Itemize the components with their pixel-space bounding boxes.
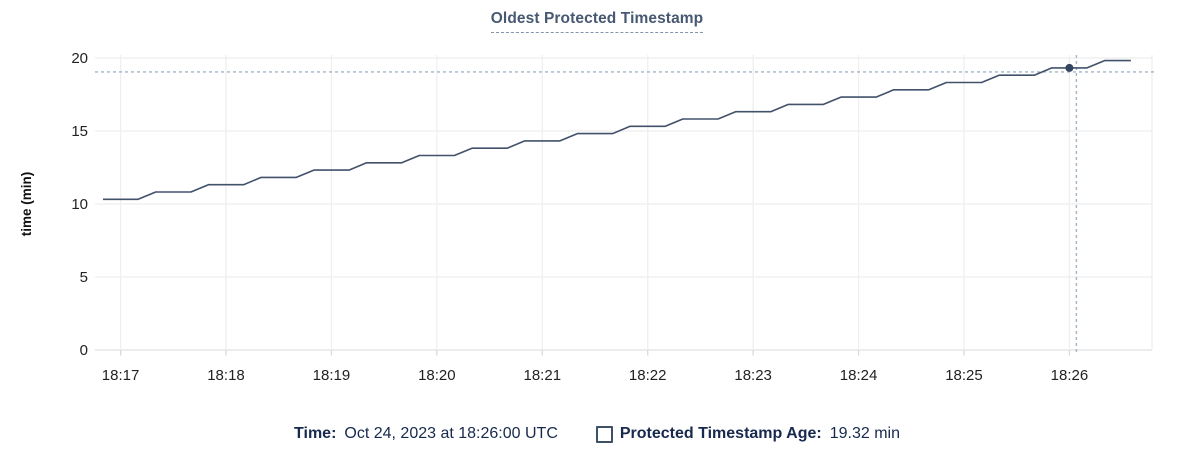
chart-title-row: Oldest Protected Timestamp <box>0 10 1194 33</box>
chart-title[interactable]: Oldest Protected Timestamp <box>490 10 704 33</box>
x-tick-label: 18:20 <box>418 367 456 384</box>
time-value: Oct 24, 2023 at 18:26:00 UTC <box>344 425 558 442</box>
y-tick-label: 10 <box>71 196 88 213</box>
hover-readout-legend: Time: Oct 24, 2023 at 18:26:00 UTC Prote… <box>0 420 1194 448</box>
hover-point <box>1065 63 1074 72</box>
x-tick-label: 18:17 <box>102 367 140 384</box>
series-label: Protected Timestamp Age: <box>619 425 822 442</box>
x-tick-label: 18:25 <box>945 367 983 384</box>
y-tick-label: 20 <box>71 50 88 67</box>
series-value: 19.32 min <box>829 425 900 442</box>
y-tick-label: 5 <box>80 269 88 286</box>
timeseries-chart-canvas[interactable]: 18:17 18:18 18:19 18:20 18:21 18:22 18:23 18:24… <box>0 0 1194 410</box>
x-tick-label: 18:23 <box>734 367 772 384</box>
x-tick-label: 18:22 <box>629 367 667 384</box>
x-tick-label: 18:21 <box>524 367 562 384</box>
x-tick-label: 18:19 <box>313 367 351 384</box>
legend-checkbox-icon[interactable] <box>595 425 613 443</box>
x-tick-label: 18:26 <box>1051 367 1089 384</box>
series-line <box>103 59 1131 201</box>
y-tick-label: 0 <box>80 342 88 359</box>
time-label: Time: <box>294 425 337 442</box>
y-tick-label: 15 <box>71 123 88 140</box>
x-tick-label: 18:18 <box>207 367 245 384</box>
x-tick-label: 18:24 <box>840 367 878 384</box>
legend-item-protected-timestamp-age[interactable]: Protected Timestamp Age: 19.32 min <box>595 425 900 443</box>
y-axis-label: time (min) <box>19 172 34 237</box>
